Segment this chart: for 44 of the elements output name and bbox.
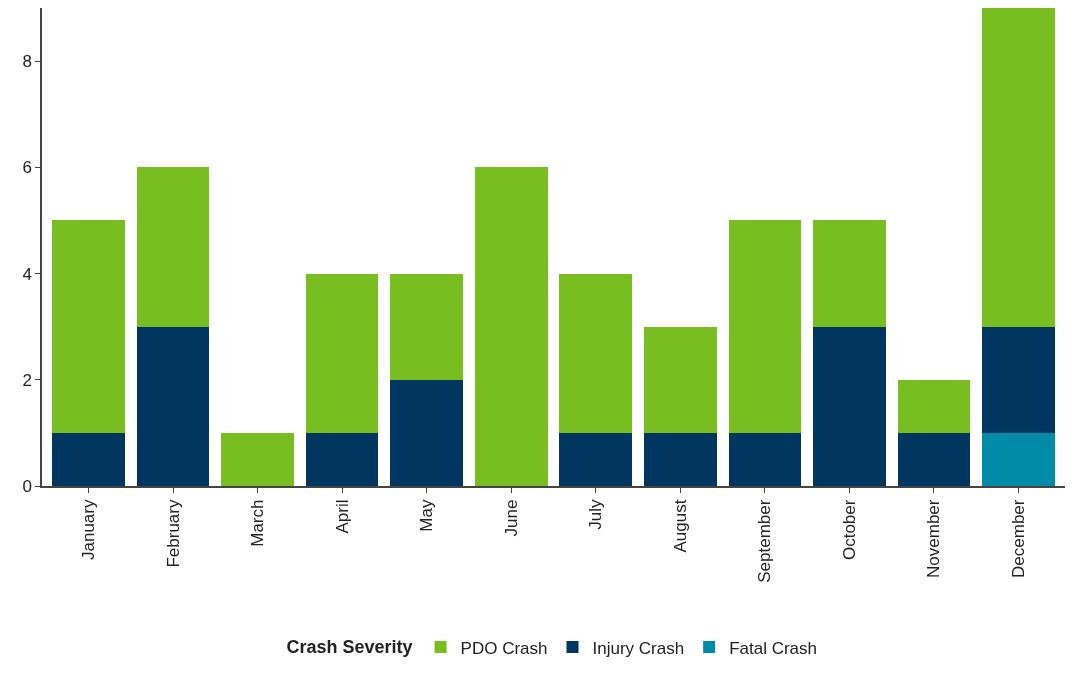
bar (643, 432, 717, 486)
y-tick-label: 4 (22, 264, 32, 284)
x-tick-label: August (670, 499, 690, 553)
x-tick-label: June (501, 499, 521, 537)
bar (221, 432, 294, 486)
bar (305, 273, 379, 433)
x-tick-label: September (755, 499, 775, 583)
bar (643, 326, 717, 433)
y-tick-label: 8 (22, 52, 32, 72)
bar (728, 220, 802, 433)
x-tick-label: December (1009, 499, 1029, 578)
bar (813, 220, 886, 327)
bar (982, 432, 1055, 486)
bar (390, 273, 464, 380)
bar (474, 167, 548, 486)
bar (897, 379, 971, 433)
y-tick-label: 6 (22, 158, 32, 178)
legend-label: Injury Crash (592, 638, 685, 658)
x-tick-label: May (417, 499, 437, 532)
x-tick-label: October (839, 499, 859, 561)
bar (136, 167, 210, 327)
bar (728, 432, 802, 486)
x-tick-label: November (924, 499, 944, 578)
bar (52, 220, 125, 433)
bar (982, 8, 1055, 327)
bar (52, 432, 125, 486)
x-tick-label: February (163, 499, 183, 568)
legend-label: PDO Crash (460, 638, 548, 658)
x-tick-label: January (79, 499, 99, 561)
bar (559, 273, 633, 433)
x-tick-label: April (332, 499, 352, 534)
y-tick-label: 0 (22, 476, 32, 496)
x-tick-label: March (248, 499, 268, 547)
x-tick-label: July (586, 499, 606, 530)
y-tick-label: 2 (22, 370, 32, 390)
bar (982, 326, 1055, 433)
bar (813, 326, 886, 486)
legend-label: Fatal Crash (729, 638, 818, 658)
bar (390, 379, 464, 486)
bar (305, 432, 379, 486)
bar (559, 432, 633, 486)
bar (136, 326, 210, 486)
legend-title: Crash Severity (286, 636, 413, 657)
bar (897, 432, 971, 486)
